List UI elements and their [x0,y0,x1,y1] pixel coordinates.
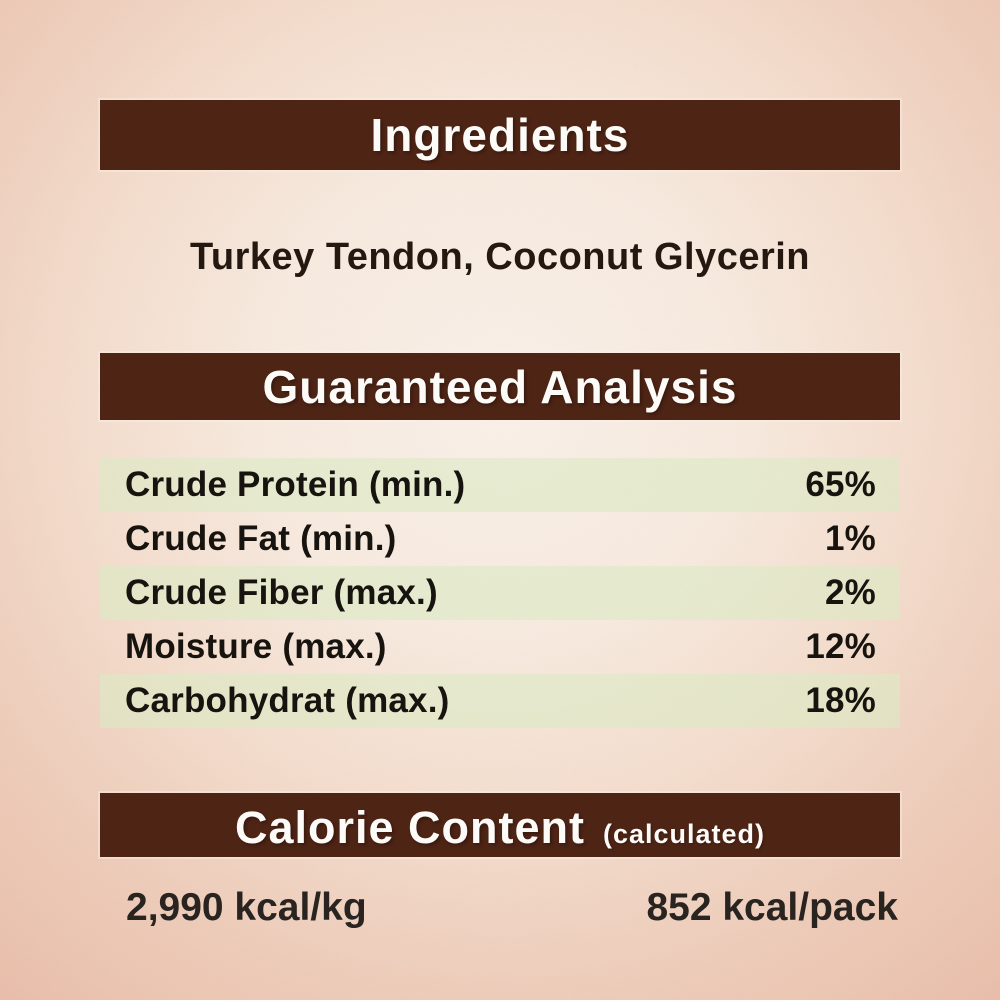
kcal-per-pack: 852 kcal/pack [646,886,898,929]
calorie-content-header-bar: Calorie Content (calculated) [100,793,900,857]
kcal-per-kg: 2,990 kcal/kg [126,886,367,929]
nutrient-label: Crude Fiber (max.) [125,573,438,612]
table-row: Crude Fat (min.) 1% [100,512,900,566]
nutrient-value: 18% [805,681,876,720]
calorie-values-row: 2,990 kcal/kg 852 kcal/pack [100,886,900,930]
nutrient-label: Moisture (max.) [125,627,387,666]
nutrient-label: Carbohydrat (max.) [125,681,450,720]
nutrient-value: 65% [805,465,876,504]
nutrient-value: 2% [825,573,876,612]
nutrient-value: 12% [805,627,876,666]
table-row: Moisture (max.) 12% [100,620,900,674]
calorie-content-title: Calorie Content [234,802,585,853]
ingredients-header-bar: Ingredients [100,100,900,170]
nutrient-label: Crude Fat (min.) [125,519,397,558]
table-row: Crude Fiber (max.) 2% [100,566,900,620]
nutrient-value: 1% [825,519,876,558]
guaranteed-analysis-table: Crude Protein (min.) 65% Crude Fat (min.… [100,458,900,728]
nutrient-label: Crude Protein (min.) [125,465,466,504]
calorie-content-subtitle: (calculated) [602,819,766,849]
table-row: Crude Protein (min.) 65% [100,458,900,512]
guaranteed-analysis-title: Guaranteed Analysis [262,360,738,413]
ingredients-list: Turkey Tendon, Coconut Glycerin [189,236,811,278]
table-row: Carbohydrat (max.) 18% [100,674,900,728]
guaranteed-analysis-header-bar: Guaranteed Analysis [100,353,900,420]
ingredients-title: Ingredients [370,109,630,161]
